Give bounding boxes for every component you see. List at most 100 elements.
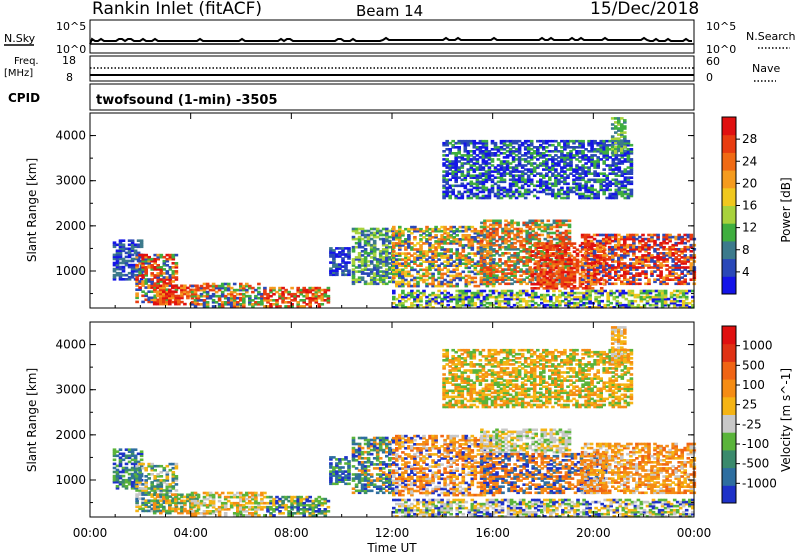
power-cell — [484, 180, 489, 184]
power-cell — [434, 297, 438, 301]
power-cell — [186, 294, 190, 298]
power-cell — [539, 146, 543, 149]
power-cell — [654, 293, 659, 297]
power-cell — [473, 264, 478, 267]
power-cell — [385, 270, 389, 273]
power-cell — [555, 295, 559, 299]
power-cell — [539, 156, 543, 159]
power-cell — [479, 280, 484, 284]
power-cell — [226, 284, 231, 288]
power-cell — [483, 248, 487, 251]
power-cell — [540, 233, 545, 237]
power-cell — [413, 284, 417, 288]
power-cell — [615, 299, 620, 303]
power-cell — [491, 260, 496, 263]
power-cell — [434, 236, 438, 239]
power-cell — [272, 286, 276, 290]
power-cell — [500, 293, 505, 297]
power-cell — [442, 180, 446, 184]
power-cell — [220, 282, 225, 286]
power-ytick-label: 3000 — [55, 174, 86, 188]
power-cell — [460, 172, 465, 175]
power-cell — [257, 292, 261, 296]
power-cell — [597, 301, 601, 305]
power-cell — [419, 240, 423, 243]
power-cell — [569, 164, 573, 167]
power-cell — [605, 156, 609, 159]
power-cell — [558, 258, 563, 261]
power-cell — [489, 223, 493, 227]
power-cell — [492, 233, 496, 237]
power-cell — [513, 254, 517, 257]
power-cell — [479, 289, 484, 293]
power-cell — [656, 266, 660, 269]
power-cell — [578, 278, 583, 282]
power-cell — [510, 225, 514, 229]
power-cell — [232, 294, 237, 298]
power-cell — [404, 240, 408, 243]
power-cell — [354, 258, 359, 261]
power-cell — [332, 249, 336, 252]
power-cell — [596, 158, 600, 161]
power-cell — [688, 306, 692, 309]
power-cell — [548, 192, 552, 196]
power-cell — [533, 266, 537, 270]
power-cell — [434, 240, 438, 243]
power-cell — [269, 286, 273, 290]
power-cell — [536, 184, 540, 188]
power-cell — [320, 288, 325, 292]
power-cell — [517, 162, 522, 165]
power-cell — [662, 233, 666, 237]
power-cell — [152, 288, 157, 292]
power-cell — [486, 241, 490, 245]
power-cell — [236, 305, 240, 308]
power-cell — [684, 291, 689, 295]
power-cell — [681, 301, 686, 305]
power-cell — [558, 280, 563, 284]
power-cell — [650, 258, 654, 261]
power-cell — [150, 268, 154, 271]
power-cell — [363, 256, 368, 259]
power-cell — [601, 254, 606, 257]
power-cell — [449, 299, 453, 303]
power-cell — [404, 272, 408, 276]
power-cell — [524, 306, 529, 309]
power-cell — [275, 305, 279, 308]
power-cell — [211, 292, 216, 296]
power-cell — [484, 141, 489, 145]
power-cell — [545, 256, 550, 260]
power-cell — [614, 178, 619, 182]
power-cell — [493, 154, 498, 157]
freq-unit: [MHz] — [4, 68, 33, 79]
power-cell — [683, 258, 687, 261]
power-cell — [539, 246, 544, 249]
power-cell — [529, 158, 534, 161]
power-cell — [205, 301, 210, 304]
power-cell — [152, 300, 157, 304]
power-cell — [662, 264, 666, 267]
power-cell — [287, 292, 291, 296]
power-cell — [681, 306, 686, 309]
power-cell — [529, 139, 534, 143]
power-cell — [632, 250, 636, 253]
power-cell — [650, 270, 654, 273]
power-cell — [326, 299, 331, 302]
power-cell — [121, 278, 126, 281]
power-cell — [610, 139, 615, 142]
power-cell — [476, 270, 481, 274]
power-cell — [416, 297, 420, 301]
power-cell — [467, 262, 472, 265]
power-cell — [464, 293, 469, 297]
power-cell — [236, 292, 240, 296]
power-cell — [493, 148, 498, 151]
power-cell — [675, 299, 680, 303]
power-cell — [540, 250, 545, 253]
power-cell — [545, 242, 550, 245]
power-cell — [445, 192, 449, 196]
power-cell — [516, 252, 520, 255]
power-cell — [498, 270, 502, 273]
power-cell — [507, 252, 511, 255]
power-cell — [614, 252, 618, 255]
power-cell — [560, 250, 565, 253]
power-cell — [448, 160, 452, 163]
